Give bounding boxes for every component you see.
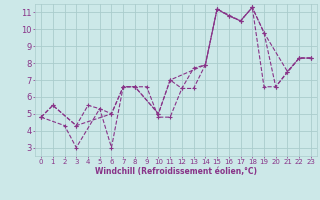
X-axis label: Windchill (Refroidissement éolien,°C): Windchill (Refroidissement éolien,°C): [95, 167, 257, 176]
